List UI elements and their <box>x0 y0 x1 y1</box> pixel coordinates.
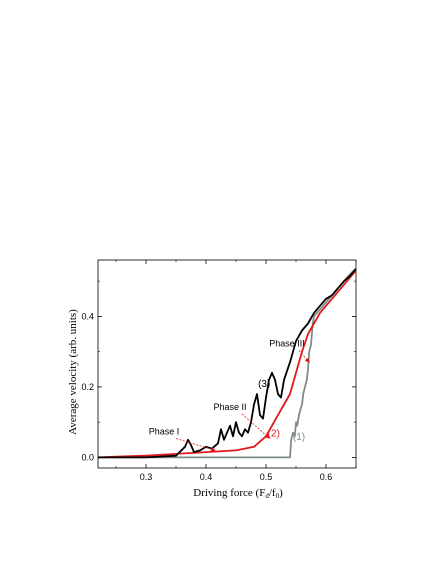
x-axis-title: Driving force (Fd/f0) <box>193 487 283 500</box>
x-axis-title-sub1: d <box>265 492 269 500</box>
curve-label: (2) <box>268 428 280 439</box>
phase-label: Phase II <box>213 402 246 412</box>
series-lines <box>97 268 357 459</box>
series-line-1 <box>98 268 357 459</box>
series-line-3 <box>98 268 357 459</box>
series-line-2 <box>97 270 357 459</box>
phase-arrow <box>241 413 270 439</box>
phase-label: Phase III <box>269 338 305 348</box>
x-tick-label: 0.5 <box>260 472 273 482</box>
y-tick-label: 0.0 <box>81 452 94 462</box>
phase-arrow <box>175 438 216 452</box>
annotations: Phase I Phase II Phase III (1) (2) (3) <box>149 338 310 452</box>
phase-arrow <box>298 350 310 363</box>
phase-label: Phase I <box>149 427 180 437</box>
curve-label: (1) <box>293 432 305 443</box>
plot-area <box>97 259 357 469</box>
x-tick-label: 0.4 <box>200 472 213 482</box>
x-tick-label: 0.3 <box>140 472 153 482</box>
x-axis-title-main: Driving force (F <box>193 487 265 499</box>
x-axis-title-end: ) <box>279 487 283 499</box>
y-tick-label: 0.4 <box>81 311 94 321</box>
x-tick-label: 0.6 <box>320 472 333 482</box>
x-axis-title-mid: /f <box>269 487 276 499</box>
y-tick-label: 0.2 <box>81 382 94 392</box>
axis-ticks: 0.3 0.4 0.5 0.6 0.0 0.2 0.4 <box>81 260 357 482</box>
curve-label: (3) <box>258 379 270 390</box>
y-axis-title: Average velocity (arb. units) <box>67 309 79 435</box>
plot-frame <box>97 259 357 469</box>
x-axis-title-sub2: 0 <box>276 492 280 500</box>
